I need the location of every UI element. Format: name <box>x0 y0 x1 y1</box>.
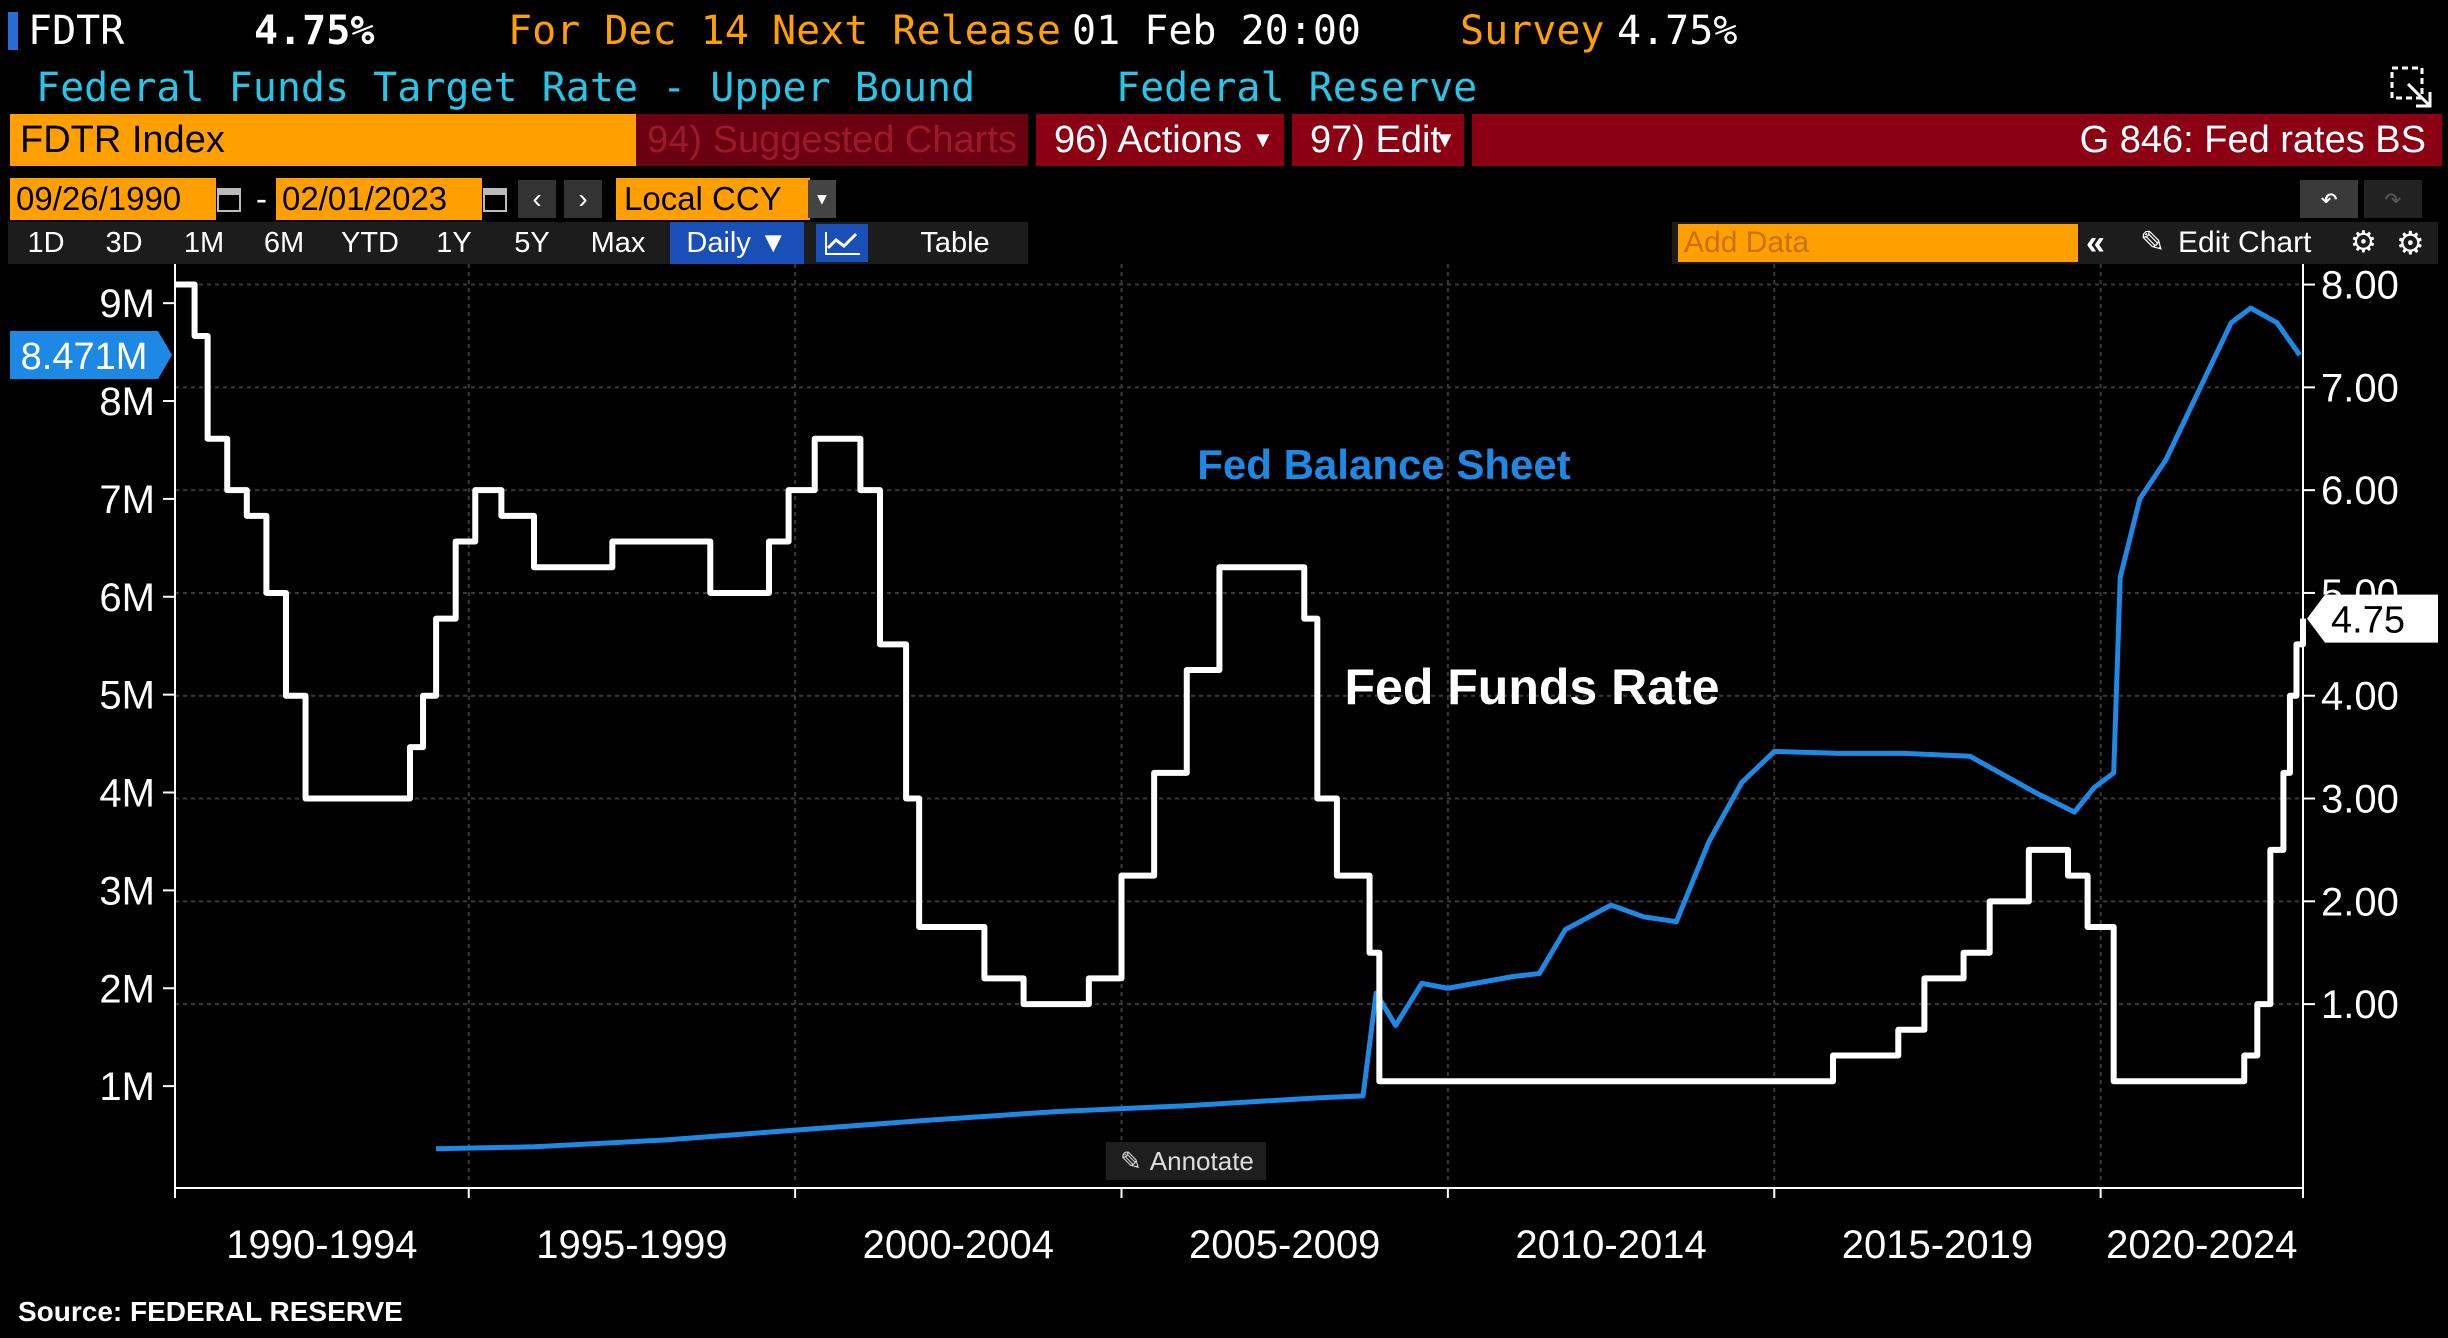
right-tick-label: 4.00 <box>2321 675 2399 719</box>
next-period-button[interactable]: › <box>564 180 602 218</box>
edit-button[interactable]: 97) Edit ▼ <box>1292 114 1464 166</box>
chart-type-button[interactable] <box>816 224 868 262</box>
balance-sheet-last-label: 8.471M <box>21 336 148 378</box>
survey-value: 4.75% <box>1617 8 1738 54</box>
start-date-field[interactable]: 09/26/1990 <box>10 178 216 220</box>
ticker-marker <box>8 12 18 50</box>
table-button[interactable]: Table <box>920 227 990 259</box>
fed-funds-rate-line <box>175 281 2306 1085</box>
date-separator: - <box>256 180 267 217</box>
redo-button[interactable]: ↷ <box>2364 180 2422 218</box>
currency-caret-icon[interactable]: ▼ <box>808 180 836 218</box>
x-tick-label: 2020-2024 <box>2106 1223 2297 1267</box>
balance-sheet-last-marker <box>10 331 172 380</box>
period-button-6m[interactable]: 6M <box>263 227 305 259</box>
left-tick-label: 1M <box>99 1065 155 1109</box>
x-tick-label: 2010-2014 <box>1515 1223 1706 1267</box>
period-button-1d[interactable]: 1D <box>27 227 65 259</box>
calendar-end-icon[interactable] <box>482 184 508 214</box>
chart[interactable]: 1990-1994 1995-1999 2000-2004 2005-2009 2010… <box>0 264 2448 1294</box>
description-row: Federal Funds Target Rate - Upper Bound … <box>0 62 2448 114</box>
right-tick-label: 7.00 <box>2321 366 2399 410</box>
ticker-symbol: FDTR <box>28 8 125 54</box>
left-tick-label: 7M <box>99 478 155 522</box>
end-date-field[interactable]: 02/01/2023 <box>276 178 482 220</box>
edit-caret-icon: ▼ <box>1434 127 1456 152</box>
x-tick-label: 2015-2019 <box>1842 1223 2033 1267</box>
right-tick-label: 8.00 <box>2321 264 2399 308</box>
right-tick-label: 6.00 <box>2321 469 2399 513</box>
fed-funds-annotation: Fed Funds Rate <box>1344 659 1719 715</box>
right-tick-label: 1.00 <box>2321 983 2399 1027</box>
left-tick-label: 6M <box>99 576 155 620</box>
x-tick-label: 1990-1994 <box>226 1223 417 1267</box>
left-tick-label: 2M <box>99 967 155 1011</box>
x-tick-label: 2005-2009 <box>1189 1223 1380 1267</box>
pencil-icon: ✎ <box>2140 226 2166 259</box>
frequency-select[interactable]: Daily ▼ <box>670 222 804 264</box>
currency-select[interactable]: Local CCY <box>616 178 810 220</box>
period-button-5y[interactable]: 5Y <box>514 227 550 259</box>
left-tick-label: 8M <box>99 380 155 424</box>
collapse-icon[interactable]: « <box>2086 224 2105 262</box>
edit-chart-button[interactable]: Edit Chart <box>2178 226 2312 259</box>
period-button-1m[interactable]: 1M <box>183 227 225 259</box>
add-data-input[interactable]: Add Data <box>1678 224 2078 262</box>
balance-sheet-annotation: Fed Balance Sheet <box>1197 441 1570 488</box>
last-value: 4.75% <box>254 8 375 54</box>
fed-balance-sheet-line <box>436 305 2302 1152</box>
calendar-icon[interactable] <box>216 184 242 214</box>
annotate-button[interactable]: ✎ Annotate <box>1106 1142 1266 1180</box>
actions-label: 96) Actions <box>1054 119 1242 161</box>
period-button-ytd[interactable]: YTD <box>341 227 399 259</box>
fed-funds-last-label: 4.75 <box>2331 600 2405 642</box>
source-note: Source: FEDERAL RESERVE <box>18 1296 403 1327</box>
suggested-charts-button[interactable]: 94) Suggested Charts <box>636 114 1028 166</box>
left-tick-label: 4M <box>99 772 155 816</box>
next-release-value: 01 Feb 20:00 <box>1072 8 1361 54</box>
right-tick-label: 3.00 <box>2321 778 2399 822</box>
period-button-1y[interactable]: 1Y <box>436 227 472 259</box>
x-tick-label: 2000-2004 <box>863 1223 1054 1267</box>
prev-period-button[interactable]: ‹ <box>518 180 556 218</box>
security-description: Federal Funds Target Rate - Upper Bound <box>36 65 976 111</box>
actions-button[interactable]: 96) Actions ▼ <box>1036 114 1284 166</box>
chart-name[interactable]: G 846: Fed rates BS <box>1472 114 2442 166</box>
undo-button[interactable]: ↶ <box>2300 180 2358 218</box>
gear-icon[interactable]: ⚙ <box>2396 225 2425 261</box>
annotate-label: Annotate <box>1149 1146 1254 1176</box>
for-date: For Dec 14 <box>508 8 749 54</box>
security-field[interactable]: FDTR Index <box>10 114 638 166</box>
right-tick-label: 2.00 <box>2321 880 2399 924</box>
survey-label: Survey <box>1460 8 1605 54</box>
left-tick-label: 9M <box>99 282 155 326</box>
edit-label: 97) Edit <box>1310 119 1441 161</box>
line-chart-icon <box>825 232 860 255</box>
x-tick-label: 1995-1999 <box>536 1223 727 1267</box>
ticker-header: FDTR 4.75% For Dec 14 Next Release 01 Fe… <box>0 0 2448 62</box>
source-name: Federal Reserve <box>1116 65 1478 111</box>
period-button-3d[interactable]: 3D <box>105 227 143 259</box>
left-tick-label: 3M <box>99 869 155 913</box>
next-release-label: Next Release <box>772 8 1061 54</box>
fed-funds-last-marker <box>2307 594 2438 643</box>
chart-settings-icon[interactable]: ⚙ <box>2350 226 2377 259</box>
expand-icon[interactable] <box>2386 62 2436 112</box>
period-button-max[interactable]: Max <box>590 227 646 259</box>
annotate-pencil-icon: ✎ <box>1120 1146 1142 1176</box>
actions-caret-icon: ▼ <box>1252 127 1274 152</box>
left-tick-label: 5M <box>99 674 155 718</box>
